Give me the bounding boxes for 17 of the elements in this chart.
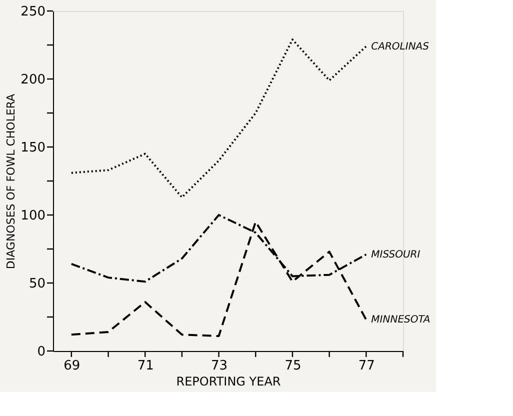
x-tick-label: 75 xyxy=(284,358,302,374)
line-series xyxy=(70,38,368,198)
y-tick-label: 150 xyxy=(20,140,46,156)
x-tick-label: 71 xyxy=(137,358,154,374)
y-tick-label: 100 xyxy=(20,208,46,224)
series-label: MINNESOTA xyxy=(371,314,430,326)
y-axis-title: DIAGNOSES OF FOWL CHOLERA xyxy=(4,93,18,270)
x-tick-label: 73 xyxy=(211,358,228,374)
y-tick-label: 50 xyxy=(28,276,46,292)
series-label: MISSOURI xyxy=(371,249,420,260)
x-axis-title: REPORTING YEAR xyxy=(176,374,281,388)
y-tick-label: 0 xyxy=(37,344,46,360)
y-tick-label: 250 xyxy=(20,4,46,20)
x-tick-label: 77 xyxy=(358,358,375,374)
series-label: CAROLINAS xyxy=(371,41,430,52)
x-tick-label: 69 xyxy=(64,358,80,374)
y-tick-label: 200 xyxy=(20,72,46,88)
